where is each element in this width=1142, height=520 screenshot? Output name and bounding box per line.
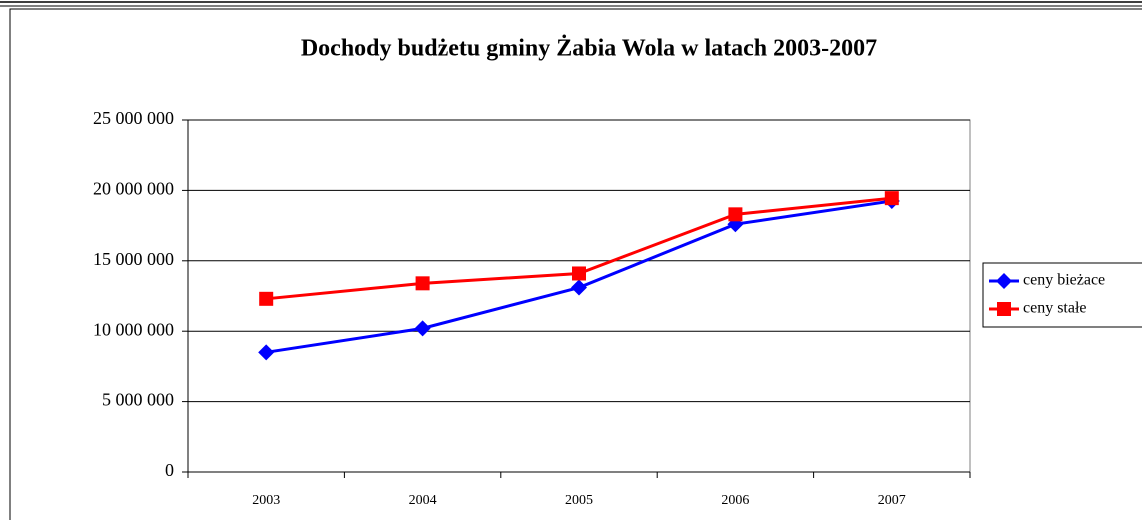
legend-label: ceny bieżace	[1023, 272, 1105, 289]
x-tick-label: 2005	[565, 493, 593, 508]
marker	[258, 344, 275, 361]
legend-label: ceny stałe	[1023, 300, 1087, 317]
marker	[259, 291, 274, 306]
marker	[415, 276, 430, 291]
marker	[728, 207, 743, 222]
y-tick-label: 5 000 000	[102, 390, 174, 410]
marker	[414, 320, 431, 337]
x-tick-label: 2006	[721, 493, 749, 508]
legend-box	[982, 262, 1142, 328]
y-tick-label: 25 000 000	[93, 108, 174, 128]
marker	[884, 191, 899, 206]
plot-area	[187, 119, 971, 473]
y-tick-label: 10 000 000	[93, 319, 174, 339]
marker	[572, 266, 586, 281]
marker	[996, 273, 1012, 289]
marker	[571, 279, 587, 296]
x-tick-label: 2003	[252, 493, 280, 508]
y-tick-label: 15 000 000	[93, 249, 174, 269]
y-tick-label: 0	[165, 460, 174, 480]
marker	[997, 302, 1011, 316]
chart-title: Dochody budżetu gminy Żabia Wola w latac…	[301, 36, 877, 62]
x-tick-label: 2004	[409, 493, 437, 508]
x-tick-label: 2007	[878, 493, 906, 508]
y-tick-label: 20 000 000	[93, 179, 174, 199]
